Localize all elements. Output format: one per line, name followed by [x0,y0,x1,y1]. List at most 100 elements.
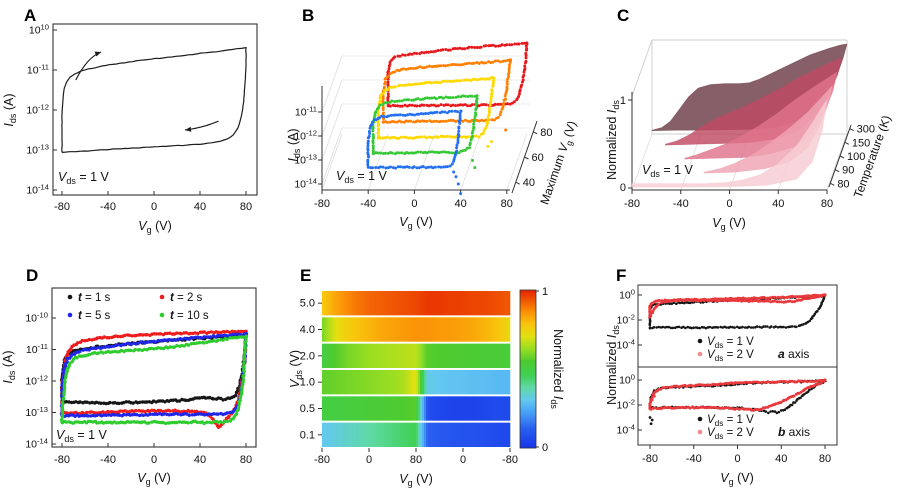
svg-text:100: 100 [619,288,635,302]
svg-text:t = 1 s: t = 1 s [78,292,111,304]
panel-a: 1010 10-11 10-12 10-13 10-14 -80 -40 0 40 80 Vg (V… [0,0,290,250]
svg-text:0: 0 [542,442,548,454]
panel-e-plot: 5.0 4.0 2.0 1.0 0.5 0.1 -80 0 80 0 -80 Vg (V) Vds (V… [288,286,565,488]
svg-text:-80: -80 [314,454,330,466]
svg-text:2.0: 2.0 [300,350,315,362]
svg-text:-80: -80 [314,198,330,210]
svg-text:0: 0 [151,454,157,466]
svg-text:80: 80 [240,201,252,213]
svg-text:10-4: 10-4 [617,423,635,437]
svg-text:-80: -80 [642,453,658,465]
svg-text:t = 10 s: t = 10 s [170,310,209,322]
svg-text:10-11: 10-11 [27,63,49,77]
svg-text:0: 0 [151,201,157,213]
svg-text:40: 40 [775,453,787,465]
svg-text:40: 40 [194,454,206,466]
svg-text:-40: -40 [360,198,376,210]
svg-text:10-13: 10-13 [25,405,48,419]
svg-text:-80: -80 [624,198,640,210]
svg-text:10-11: 10-11 [295,105,317,119]
svg-text:Vds (V): Vds (V) [288,350,304,388]
svg-text:Vds = 2 V: Vds = 2 V [707,427,754,441]
svg-text:80: 80 [501,198,513,210]
svg-text:Vg (V): Vg (V) [137,471,171,487]
svg-text:0: 0 [620,182,626,194]
svg-text:-40: -40 [100,201,116,213]
svg-text:1.0: 1.0 [300,377,315,389]
svg-text:10-14: 10-14 [25,437,48,451]
svg-text:80: 80 [819,453,831,465]
svg-text:Vg (V): Vg (V) [138,219,172,235]
svg-text:Vg (V): Vg (V) [399,215,433,231]
panel-a-plot: 1010 10-11 10-12 10-13 10-14 -80 -40 0 40 80 Vg (V… [2,23,258,235]
svg-text:80: 80 [837,178,849,190]
svg-text:Vds = 1 V: Vds = 1 V [707,414,754,428]
panel-label-a: A [24,6,37,25]
svg-text:90: 90 [842,165,854,177]
svg-text:10-14: 10-14 [26,183,49,197]
svg-text:-80: -80 [54,201,70,213]
svg-text:Vds = 2 V: Vds = 2 V [707,349,754,363]
svg-text:40: 40 [454,198,466,210]
svg-text:80: 80 [821,198,833,210]
svg-text:Normalized Ids: Normalized Ids [605,325,621,405]
svg-text:60: 60 [532,152,544,164]
panel-c: 1 0 -80 -40 0 40 80 80 90 100 150 300 Vg (V) Normaliz… [605,0,917,250]
svg-text:-80: -80 [502,454,518,466]
svg-text:5.0: 5.0 [300,298,315,310]
svg-text:Ids (A): Ids (A) [286,128,302,161]
panel-label-c: C [617,6,630,25]
svg-text:Vds = 1 V: Vds = 1 V [707,336,754,350]
svg-text:Vg (V): Vg (V) [399,472,433,488]
svg-text:Vds = 1 V: Vds = 1 V [642,163,694,179]
panel-label-f: F [616,266,627,285]
svg-text:10-11: 10-11 [26,342,48,356]
panel-b-plot: 10-11 10-12 10-13 10-14 -80 -40 0 40 80 40 60 80 Vg … [286,41,579,231]
svg-text:10-12: 10-12 [26,103,49,117]
svg-text:100: 100 [847,151,865,163]
svg-text:40: 40 [194,201,206,213]
svg-text:1: 1 [620,95,626,107]
svg-text:10-12: 10-12 [294,129,317,143]
svg-text:Vg (V): Vg (V) [720,471,754,487]
svg-text:Ids (A): Ids (A) [2,93,18,126]
svg-text:-40: -40 [686,453,702,465]
svg-text:80: 80 [240,454,252,466]
svg-text:t = 5 s: t = 5 s [78,310,111,322]
svg-text:Normalized Ids: Normalized Ids [549,329,565,409]
svg-text:0.5: 0.5 [300,403,315,415]
svg-text:0.1: 0.1 [300,429,315,441]
svg-text:0: 0 [366,454,372,466]
svg-text:150: 150 [852,137,870,149]
svg-text:10-12: 10-12 [25,374,48,388]
svg-text:80: 80 [410,454,422,466]
panel-d-plot: 10-10 10-11 10-12 10-13 10-14 -80 -40 0 40 80 Vg (… [1,287,257,487]
panel-label-d: D [26,266,39,285]
panel-d: 10-10 10-11 10-12 10-13 10-14 -80 -40 0 40 80 Vg (… [0,250,290,498]
svg-text:100: 100 [619,373,635,387]
svg-text:Vds = 1 V: Vds = 1 V [56,428,108,444]
svg-text:10-2: 10-2 [617,313,635,327]
svg-text:-40: -40 [673,198,689,210]
panel-label-e: E [300,266,312,285]
svg-text:0: 0 [734,453,740,465]
svg-text:40: 40 [772,198,784,210]
panel-label-b: B [302,6,315,25]
svg-text:t = 2 s: t = 2 s [170,292,203,304]
svg-text:1: 1 [542,286,548,298]
svg-text:0: 0 [460,454,466,466]
svg-text:Vds = 1 V: Vds = 1 V [58,170,110,186]
panel-e: 5.0 4.0 2.0 1.0 0.5 0.1 -80 0 80 0 -80 Vg (V) Vds (V… [288,250,620,498]
svg-text:Normalized Ids: Normalized Ids [605,100,621,180]
svg-text:10-13: 10-13 [26,143,49,157]
svg-text:10-13: 10-13 [294,153,317,167]
svg-text:b axis: b axis [778,425,810,439]
svg-text:300: 300 [857,124,875,136]
svg-text:Vg (V): Vg (V) [712,216,746,232]
svg-text:0: 0 [726,198,732,210]
panel-b: 10-11 10-12 10-13 10-14 -80 -40 0 40 80 40 60 80 Vg … [286,0,608,250]
